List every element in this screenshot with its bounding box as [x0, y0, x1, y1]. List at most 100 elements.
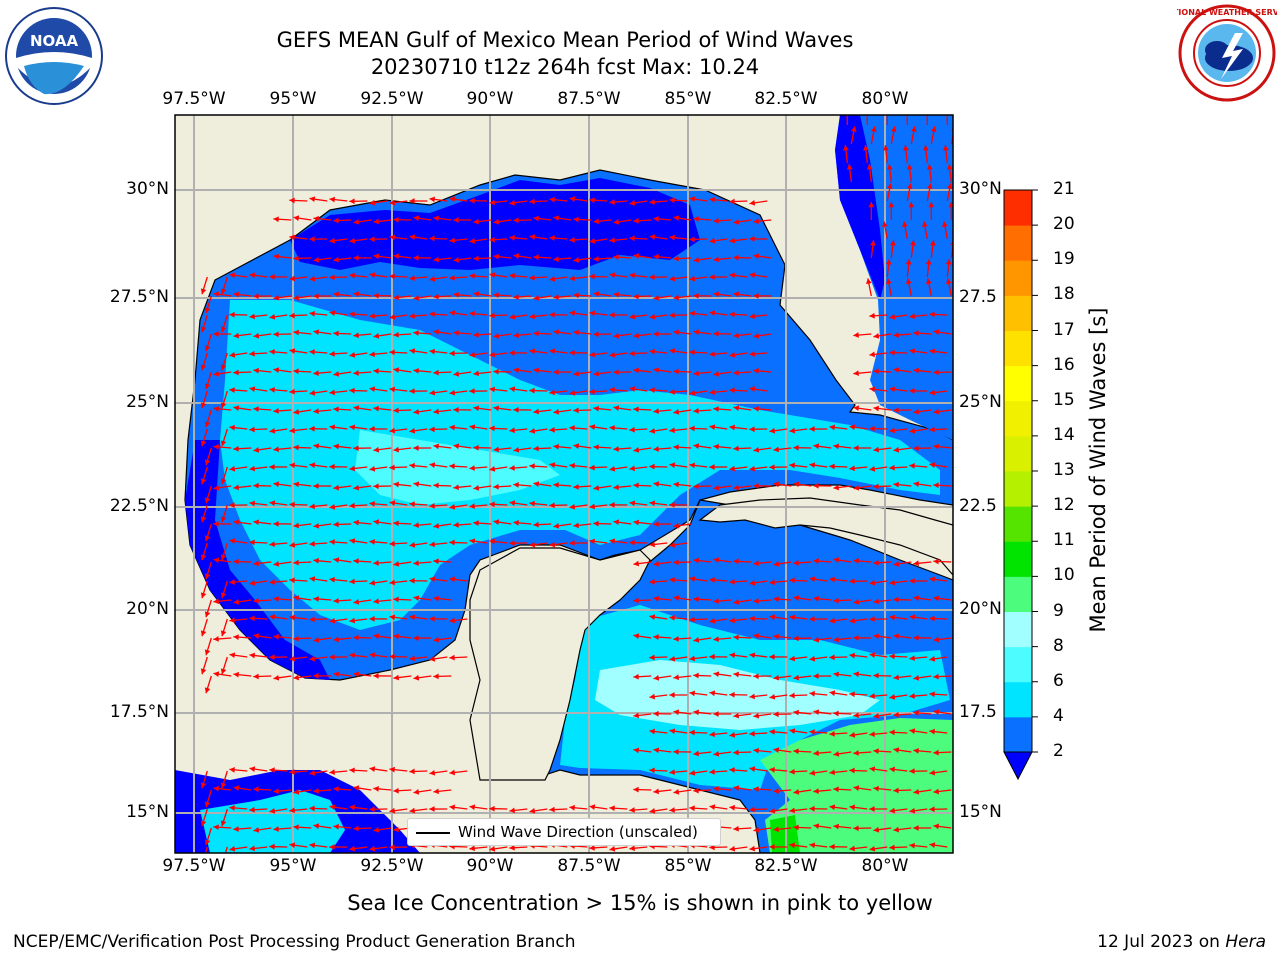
wind-arrow-head: [773, 674, 780, 681]
wind-arrow-head: [369, 539, 375, 545]
wind-arrow-head: [869, 616, 875, 623]
wind-arrow-head: [789, 807, 795, 814]
wind-arrow-head: [753, 368, 759, 374]
wind-arrow-head: [449, 310, 456, 316]
wind-arrow-head: [889, 464, 895, 471]
wind-arrow-head: [933, 595, 940, 602]
colorbar-tick-label: 15: [1053, 389, 1075, 410]
wind-arrow-head: [673, 409, 680, 415]
wind-arrow-head: [769, 654, 775, 660]
wind-arrow-head: [509, 386, 516, 393]
wind-arrow-head: [633, 747, 640, 754]
wind-arrow-head: [249, 465, 256, 472]
wind-arrow-head: [229, 845, 236, 852]
wind-arrow-head: [653, 367, 660, 374]
wind-arrow-head: [649, 500, 656, 507]
wind-arrow-head: [533, 330, 539, 337]
wind-arrow-head: [653, 747, 660, 754]
wind-arrow-head: [669, 462, 676, 469]
wind-arrow-head: [653, 521, 659, 528]
wind-arrow-head: [793, 748, 799, 755]
wind-arrow-head: [549, 348, 556, 355]
wind-arrow-head: [749, 652, 756, 659]
wind-arrow-head: [509, 807, 515, 814]
wind-arrow-head: [893, 596, 899, 603]
wind-arrow-head: [229, 352, 236, 358]
wind-arrow-head: [649, 614, 656, 620]
wind-arrow-head: [843, 145, 849, 151]
wind-arrow-head: [369, 351, 375, 358]
wind-arrow-head: [709, 237, 716, 244]
wind-arrow-head: [649, 767, 655, 774]
wind-arrow-head: [809, 729, 815, 735]
wind-arrow-head: [533, 254, 539, 261]
wind-arrow-head: [909, 614, 916, 621]
wind-arrow-head: [889, 694, 896, 700]
wind-arrow-head: [889, 844, 895, 851]
wind-arrow-head: [533, 367, 540, 374]
wind-arrow-head: [533, 481, 540, 487]
wind-arrow-head: [393, 331, 399, 338]
wind-arrow-head: [709, 731, 715, 738]
wind-arrow-head: [213, 370, 220, 377]
wind-arrow-head: [693, 672, 699, 679]
wind-arrow-head: [653, 595, 659, 602]
wind-arrow-head: [373, 368, 379, 375]
wind-arrow-head: [729, 424, 735, 431]
wind-arrow-head: [869, 806, 875, 812]
wind-arrow-head: [253, 633, 260, 639]
axis-label: 82.5°W: [754, 89, 818, 109]
wind-arrow-head: [309, 349, 315, 355]
wind-arrow-head: [673, 255, 679, 262]
wind-arrow-head: [409, 313, 415, 319]
wind-arrow-head: [888, 202, 895, 208]
wind-arrow-head: [509, 273, 515, 279]
wind-arrow-head: [649, 274, 655, 281]
wind-arrow-head: [293, 674, 300, 681]
wind-arrow-head: [433, 408, 440, 415]
wind-arrow-head: [593, 485, 600, 491]
wind-arrow-head: [709, 310, 716, 317]
wind-arrow-head: [549, 462, 556, 468]
wind-arrow-head: [689, 275, 696, 282]
wind-arrow-head: [749, 236, 755, 242]
wind-arrow-head: [333, 636, 339, 643]
wind-arrow-head: [253, 447, 260, 453]
wind-arrow-head: [673, 215, 680, 221]
wind-arrow-head: [273, 633, 279, 640]
wind-arrow-head: [353, 558, 359, 565]
wind-arrow-head: [629, 807, 635, 813]
wind-arrow-head: [729, 465, 736, 472]
wind-arrow-head: [533, 445, 539, 452]
wind-arrow-head: [613, 332, 620, 339]
wind-arrow-head: [549, 426, 555, 433]
wind-arrow-head: [849, 578, 855, 585]
wind-arrow-head: [853, 370, 859, 377]
wind-arrow-head: [433, 558, 439, 565]
wind-arrow-head: [733, 332, 739, 339]
wind-arrow-head: [204, 497, 211, 504]
wind-arrow-head: [220, 820, 227, 827]
wind-arrow-head: [220, 630, 227, 637]
wind-arrow-head: [333, 671, 340, 678]
wind-arrow-head: [513, 519, 519, 526]
wind-arrow-head: [389, 349, 395, 356]
wind-arrow-head: [553, 482, 559, 488]
wind-arrow-head: [349, 502, 355, 509]
wind-arrow-head: [329, 617, 336, 624]
wind-arrow-head: [533, 521, 539, 528]
wind-arrow-head: [833, 557, 840, 563]
wind-arrow-head: [909, 842, 915, 849]
wind-arrow-head: [233, 332, 240, 339]
wind-arrow-head: [693, 637, 700, 643]
wind-arrow-head: [933, 636, 940, 643]
wind-arrow-head: [293, 522, 300, 529]
footer-date: 12 Jul 2023 on Hera: [1097, 932, 1266, 952]
wind-arrow-head: [513, 407, 519, 413]
wind-arrow-head: [313, 823, 320, 829]
wind-arrow-head: [909, 313, 915, 320]
wind-arrow-head: [289, 348, 296, 354]
wind-arrow-head: [713, 636, 719, 643]
wind-arrow-head: [393, 407, 399, 414]
